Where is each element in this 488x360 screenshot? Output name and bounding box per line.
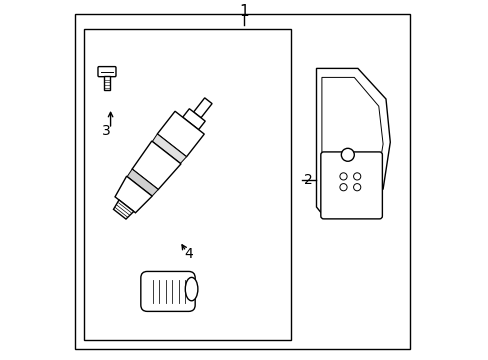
Circle shape bbox=[353, 173, 360, 180]
Circle shape bbox=[353, 184, 360, 191]
Circle shape bbox=[341, 148, 354, 161]
Bar bbox=[84, 29, 291, 340]
Ellipse shape bbox=[185, 277, 198, 301]
Circle shape bbox=[339, 173, 346, 180]
Polygon shape bbox=[321, 77, 382, 206]
Polygon shape bbox=[316, 68, 389, 216]
Polygon shape bbox=[132, 141, 181, 189]
Text: 1: 1 bbox=[239, 4, 249, 19]
Polygon shape bbox=[157, 111, 204, 157]
Polygon shape bbox=[152, 134, 186, 163]
FancyBboxPatch shape bbox=[98, 67, 116, 77]
Text: 4: 4 bbox=[184, 247, 193, 261]
Text: 3: 3 bbox=[102, 125, 110, 138]
Polygon shape bbox=[183, 109, 205, 130]
Text: 2: 2 bbox=[303, 173, 312, 187]
Polygon shape bbox=[113, 200, 134, 219]
Polygon shape bbox=[127, 169, 158, 196]
FancyBboxPatch shape bbox=[320, 152, 382, 219]
FancyBboxPatch shape bbox=[141, 271, 195, 311]
Polygon shape bbox=[115, 176, 152, 213]
Polygon shape bbox=[193, 98, 212, 118]
Bar bbox=[104, 76, 110, 90]
Circle shape bbox=[339, 184, 346, 191]
